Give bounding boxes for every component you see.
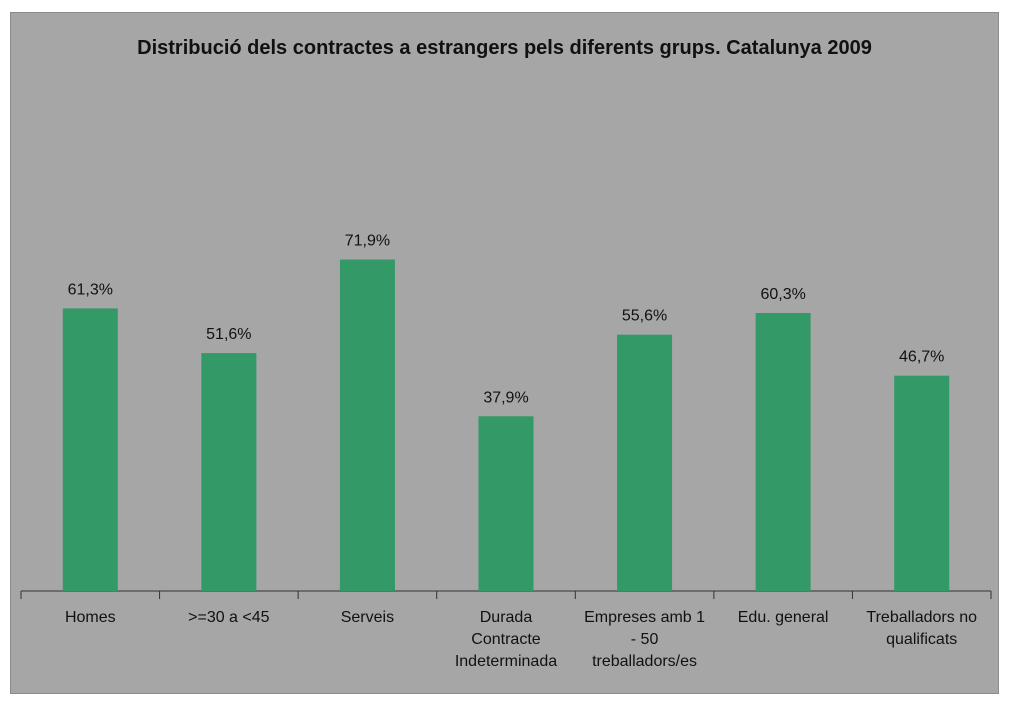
data-label: 51,6% bbox=[206, 326, 251, 343]
plot-area: 61,3% 51,6% 71,9% 37,9% 55,6% 60,3% 46,7% bbox=[20, 233, 992, 599]
chart-title: Distribució dels contractes a estrangers… bbox=[137, 37, 872, 59]
bar bbox=[755, 313, 811, 591]
bar bbox=[201, 353, 257, 591]
category-label: Treballadors no qualificats bbox=[866, 609, 977, 648]
bar bbox=[339, 259, 395, 591]
data-label: 55,6% bbox=[622, 308, 667, 325]
category-label: >=30 a <45 bbox=[188, 609, 270, 626]
data-label: 37,9% bbox=[483, 389, 528, 406]
data-label: 71,9% bbox=[345, 233, 390, 250]
bar bbox=[617, 334, 673, 591]
category-label: Serveis bbox=[340, 609, 395, 626]
data-label: 46,7% bbox=[899, 349, 944, 366]
category-label: Homes bbox=[64, 609, 116, 626]
bar bbox=[62, 308, 118, 591]
category-label: Edu. general bbox=[737, 609, 829, 626]
data-label: 61,3% bbox=[68, 281, 113, 298]
bar bbox=[478, 416, 534, 591]
chart-area: Distribució dels contractes a estrangers… bbox=[10, 12, 999, 694]
data-label: 60,3% bbox=[760, 286, 805, 303]
bar bbox=[894, 375, 950, 591]
category-label: Durada Contracte Indeterminada bbox=[454, 609, 558, 670]
category-label: Empreses amb 1 - 50 treballadors/es bbox=[584, 609, 706, 670]
